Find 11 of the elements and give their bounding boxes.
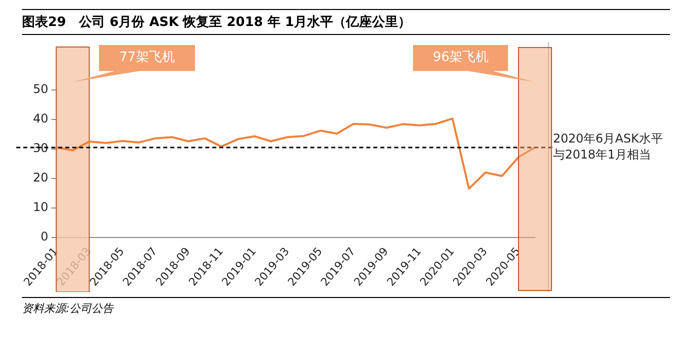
y-tick-label: 0 (40, 229, 48, 244)
y-tick-label: 10 (32, 200, 48, 214)
text: 资料来源:公司公告 (22, 297, 670, 316)
y-tick-label: 30 (32, 141, 48, 156)
y-tick-label: 40 (32, 112, 48, 126)
chart-title: 图表29 公司 6月份 ASK 恢复至 2018 年 1月水平（亿座公里） (22, 9, 670, 35)
y-tick-label: 20 (32, 170, 48, 185)
ref-line-label: 2020年6月ASK水平与2018年1月相当 (553, 132, 663, 162)
band-label: 77架飞机 (99, 45, 195, 71)
y-tick-label: 50 (32, 82, 48, 96)
text: 96架飞机 (412, 45, 508, 71)
